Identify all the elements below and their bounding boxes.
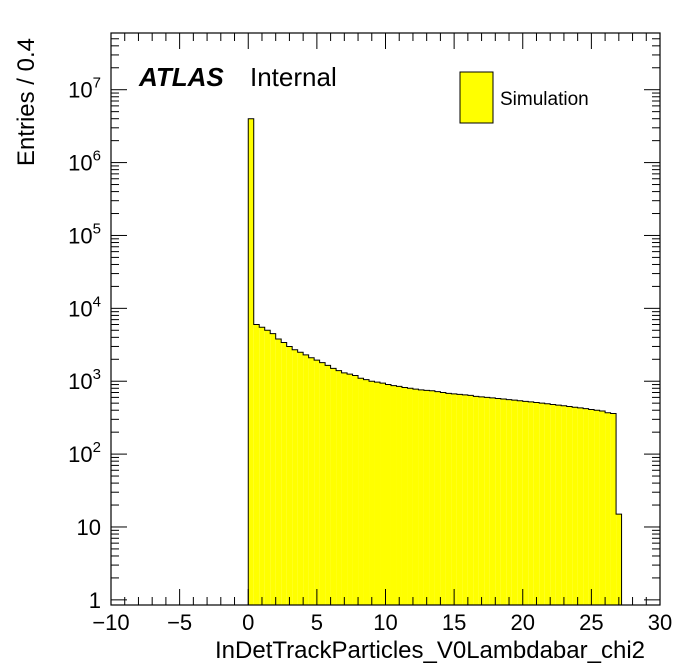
histogram-bin: [429, 390, 435, 605]
histogram-bin: [467, 395, 474, 605]
histogram-bin: [489, 397, 496, 605]
histogram-bin: [275, 338, 282, 605]
histogram-bin: [478, 396, 485, 605]
histogram-bin: [308, 357, 315, 605]
histogram-bin: [341, 372, 348, 605]
x-tick-labels: −10 −5 0 5 10 15 20 25 30: [92, 610, 672, 635]
atlas-label: ATLAS: [138, 62, 224, 92]
legend-swatch: [459, 71, 494, 124]
y-tick-label: 107: [68, 75, 101, 103]
y-tick-label: 105: [68, 220, 101, 248]
histogram-bin: [445, 393, 452, 605]
histogram-bin: [434, 391, 441, 605]
histogram-bin: [369, 381, 375, 605]
x-tick-label: 10: [373, 610, 397, 635]
histogram-bin: [270, 333, 276, 605]
histogram-bin: [253, 324, 260, 605]
histogram-bin: [577, 407, 584, 605]
histogram-bin: [314, 360, 320, 605]
axis-ticks: [110, 32, 661, 605]
x-tick-label: 20: [511, 610, 535, 635]
x-tick-label: 15: [442, 610, 466, 635]
x-tick-label: −5: [167, 610, 192, 635]
histogram-bin: [303, 354, 309, 605]
histogram-bin: [292, 349, 298, 605]
histogram-bin: [423, 390, 430, 605]
x-axis-title: InDetTrackParticles_V0Lambdabar_chi2: [215, 637, 645, 664]
histogram-bars: [247, 118, 633, 606]
histogram-bin: [319, 362, 326, 605]
histogram-bin: [347, 374, 353, 605]
histogram-bin: [610, 413, 617, 605]
histogram-bin: [561, 405, 567, 605]
histogram-bin: [418, 389, 424, 605]
histogram-bin: [248, 118, 254, 606]
histogram-bin: [555, 405, 562, 605]
histogram-bin: [517, 400, 523, 605]
histogram-bin: [358, 378, 364, 605]
y-tick-labels: 1 10 102 103 104 105 106 107: [68, 75, 101, 613]
histogram-bin: [390, 385, 397, 605]
histogram-bin: [495, 398, 501, 605]
histogram-bin: [374, 382, 381, 605]
histogram-bin: [511, 400, 518, 605]
histogram-bin: [363, 379, 370, 605]
histogram-bin: [588, 409, 595, 605]
histogram-bin: [297, 352, 304, 605]
histogram-bin: [599, 411, 606, 605]
y-tick-label: 106: [68, 148, 101, 176]
histogram-bin: [259, 327, 265, 605]
y-axis-title: Entries / 0.4: [13, 38, 40, 166]
histogram-bin: [440, 392, 446, 605]
histogram-bin: [380, 383, 386, 605]
histogram-bin: [473, 396, 479, 605]
histogram-bin: [539, 403, 545, 605]
histogram-bin: [484, 397, 490, 605]
histogram-bin: [456, 394, 463, 605]
histogram-bin: [352, 375, 359, 605]
y-tick-label: 104: [68, 293, 101, 321]
histogram-bin: [583, 408, 589, 605]
histogram-bin: [385, 384, 391, 605]
internal-label: Internal: [250, 62, 337, 92]
histogram-bin: [281, 342, 287, 605]
x-tick-label: −10: [92, 610, 129, 635]
y-tick-label: 10: [77, 515, 101, 540]
y-tick-label: 102: [68, 439, 101, 467]
histogram-bin: [500, 399, 507, 605]
histogram-bin: [594, 410, 600, 605]
histogram-bin: [462, 394, 468, 605]
histogram-outline: [247, 118, 633, 606]
histogram-bin: [533, 402, 540, 605]
x-tick-label: 5: [311, 610, 323, 635]
histogram-bin: [286, 346, 293, 605]
x-tick-label: 30: [648, 610, 672, 635]
histogram-bin: [451, 393, 457, 605]
histogram-bin: [566, 406, 573, 605]
histogram-bin: [550, 404, 556, 605]
histogram-bin: [506, 399, 512, 605]
x-tick-label: 25: [579, 610, 603, 635]
histogram-bin: [396, 386, 402, 605]
histogram-bin: [544, 403, 551, 605]
histogram-bin: [325, 365, 331, 605]
histogram-bin: [401, 387, 408, 605]
histogram-bin: [330, 368, 337, 605]
histogram-bin: [616, 514, 622, 605]
y-tick-label: 103: [68, 366, 101, 394]
y-tick-label: 1: [89, 588, 101, 613]
histogram-bin: [605, 412, 611, 605]
histogram-bin: [522, 401, 529, 605]
histogram-bin: [528, 401, 534, 605]
histogram-bin: [336, 370, 342, 605]
legend-label: Simulation: [500, 89, 589, 110]
histogram-bin: [412, 389, 419, 605]
histogram-bin: [407, 388, 413, 605]
histogram-bin: [264, 330, 271, 605]
histogram-bin: [572, 407, 578, 605]
x-tick-label: 0: [242, 610, 254, 635]
